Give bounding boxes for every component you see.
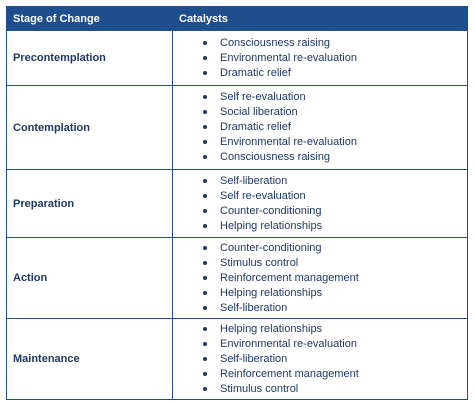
table-row: Precontemplation Consciousness raising E…: [6, 30, 468, 86]
catalysts-cell: Counter-conditioning Stimulus control Re…: [172, 237, 468, 319]
list-item: Social liberation: [203, 105, 467, 120]
list-item: Self re-evaluation: [203, 90, 467, 105]
catalysts-list: Self-liberation Self re-evaluation Count…: [173, 174, 467, 234]
table-row: Contemplation Self re-evaluation Social …: [6, 85, 468, 170]
bullet-icon: [203, 110, 207, 114]
catalyst-label: Self re-evaluation: [220, 189, 306, 202]
catalyst-label: Consciousness raising: [220, 151, 331, 163]
bullet-icon: [203, 208, 207, 213]
bullet-icon: [203, 245, 207, 250]
list-item: Consciousness raising: [203, 36, 467, 51]
bullet-icon: [203, 305, 207, 310]
list-item: Environmental re-evaluation: [203, 337, 467, 352]
bullet-icon: [203, 223, 207, 228]
stages-table-container: Stage of Change Catalysts Precontemplati…: [6, 6, 468, 400]
catalysts-list: Consciousness raising Environmental re-e…: [173, 36, 467, 81]
bullet-icon: [203, 125, 207, 129]
stages-of-change-table: Stage of Change Catalysts Precontemplati…: [6, 6, 468, 400]
bullet-icon: [203, 140, 207, 144]
list-item: Reinforcement management: [203, 367, 467, 382]
list-item: Counter-conditioning: [203, 241, 467, 256]
bullet-icon: [203, 290, 207, 295]
catalysts-cell: Self re-evaluation Social liberation Dra…: [172, 85, 468, 170]
table-row: Maintenance Helping relationships Enviro…: [6, 318, 468, 400]
stage-cell: Action: [6, 237, 173, 319]
header-catalysts: Catalysts: [172, 6, 468, 31]
catalysts-cell: Consciousness raising Environmental re-e…: [172, 30, 468, 86]
catalyst-label: Environmental re-evaluation: [220, 51, 357, 64]
list-item: Dramatic relief: [203, 120, 467, 135]
bullet-icon: [203, 275, 207, 280]
list-item: Environmental re-evaluation: [203, 135, 467, 150]
bullet-icon: [203, 326, 207, 331]
bullet-icon: [203, 95, 207, 99]
list-item: Helping relationships: [203, 322, 467, 337]
catalyst-label: Helping relationships: [220, 219, 323, 232]
catalysts-cell: Self-liberation Self re-evaluation Count…: [172, 169, 468, 238]
list-item: Consciousness raising: [203, 150, 467, 165]
catalyst-label: Environmental re-evaluation: [220, 136, 357, 148]
list-item: Dramatic relief: [203, 66, 467, 81]
stage-cell: Precontemplation: [6, 30, 173, 86]
bullet-icon: [203, 55, 207, 60]
table-row: Action Counter-conditioning Stimulus con…: [6, 237, 468, 319]
catalyst-label: Helping relationships: [220, 322, 323, 335]
catalyst-label: Stimulus control: [220, 256, 299, 269]
catalyst-label: Stimulus control: [220, 382, 299, 395]
catalyst-label: Environmental re-evaluation: [220, 337, 357, 350]
catalyst-label: Counter-conditioning: [220, 204, 322, 217]
list-item: Stimulus control: [203, 256, 467, 271]
list-item: Self re-evaluation: [203, 189, 467, 204]
bullet-icon: [203, 341, 207, 346]
list-item: Self-liberation: [203, 301, 467, 316]
list-item: Stimulus control: [203, 382, 467, 397]
list-item: Environmental re-evaluation: [203, 51, 467, 66]
header-stage-of-change: Stage of Change: [6, 6, 173, 31]
bullet-icon: [203, 70, 207, 75]
catalysts-cell: Helping relationships Environmental re-e…: [172, 318, 468, 400]
table-row: Preparation Self-liberation Self re-eval…: [6, 169, 468, 238]
list-item: Counter-conditioning: [203, 204, 467, 219]
bullet-icon: [203, 356, 207, 361]
catalyst-label: Reinforcement management: [220, 271, 359, 284]
catalyst-label: Self-liberation: [220, 174, 288, 187]
bullet-icon: [203, 386, 207, 391]
catalyst-label: Dramatic relief: [220, 121, 291, 133]
table-header-row: Stage of Change Catalysts: [6, 6, 468, 31]
catalysts-list: Self re-evaluation Social liberation Dra…: [173, 90, 467, 165]
list-item: Self-liberation: [203, 352, 467, 367]
list-item: Reinforcement management: [203, 271, 467, 286]
stage-cell: Maintenance: [6, 318, 173, 400]
bullet-icon: [203, 260, 207, 265]
catalyst-label: Self-liberation: [220, 352, 288, 365]
list-item: Helping relationships: [203, 286, 467, 301]
catalyst-label: Self-liberation: [220, 301, 288, 314]
catalyst-label: Helping relationships: [220, 286, 323, 299]
catalysts-list: Counter-conditioning Stimulus control Re…: [173, 241, 467, 316]
catalyst-label: Counter-conditioning: [220, 241, 322, 254]
list-item: Helping relationships: [203, 219, 467, 234]
catalyst-label: Consciousness raising: [220, 36, 331, 49]
catalyst-label: Self re-evaluation: [220, 91, 306, 103]
catalyst-label: Dramatic relief: [220, 66, 291, 79]
catalysts-list: Helping relationships Environmental re-e…: [173, 322, 467, 397]
bullet-icon: [203, 155, 207, 159]
bullet-icon: [203, 40, 207, 45]
bullet-icon: [203, 371, 207, 376]
stage-cell: Preparation: [6, 169, 173, 238]
list-item: Self-liberation: [203, 174, 467, 189]
bullet-icon: [203, 178, 207, 183]
catalyst-label: Reinforcement management: [220, 367, 359, 380]
bullet-icon: [203, 193, 207, 198]
catalyst-label: Social liberation: [220, 106, 298, 118]
stage-cell: Contemplation: [6, 85, 173, 170]
